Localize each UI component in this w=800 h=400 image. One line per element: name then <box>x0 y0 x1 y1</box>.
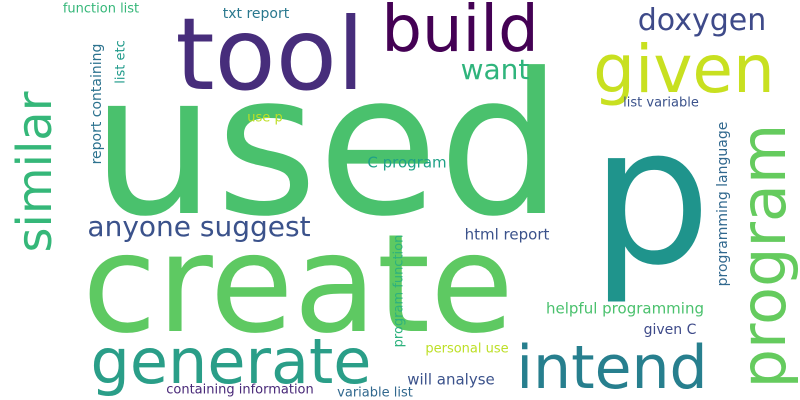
word-intend: intend <box>516 333 708 400</box>
word-containing-information: containing information <box>166 382 314 398</box>
word-want: want <box>460 53 530 86</box>
word-variable-list: variable list <box>337 385 413 400</box>
word-report-containing: report containing <box>89 43 105 165</box>
word-helpful-programming: helpful programming <box>546 299 704 318</box>
word-use-p: use p <box>247 110 283 126</box>
word-will-analyse: will analyse <box>407 370 495 389</box>
word-used: used <box>91 32 563 260</box>
word-personal-use: personal use <box>425 341 509 357</box>
word-similar: similar <box>7 91 63 253</box>
word-list-variable: list variable <box>623 95 699 111</box>
word-html-report: html report <box>464 225 550 244</box>
word-c-program: C program <box>367 153 447 172</box>
word-program: program <box>727 123 800 389</box>
word-list-etc: list etc <box>113 40 129 84</box>
word-create: create <box>82 206 514 364</box>
word-given: given <box>593 31 775 108</box>
word-txt-report: txt report <box>222 6 290 22</box>
word-p: p <box>590 86 712 307</box>
word-given-c: given C <box>643 322 697 338</box>
word-programming-language: programming language <box>715 121 731 287</box>
word-generate: generate <box>90 325 372 398</box>
word-doxygen: doxygen <box>637 3 767 38</box>
word-tool: tool <box>175 0 365 113</box>
word-function-list: function list <box>62 1 140 17</box>
word-anyone-suggest: anyone suggest <box>87 210 311 243</box>
word-program-function: program function <box>391 234 407 348</box>
word-build: build <box>381 0 539 67</box>
